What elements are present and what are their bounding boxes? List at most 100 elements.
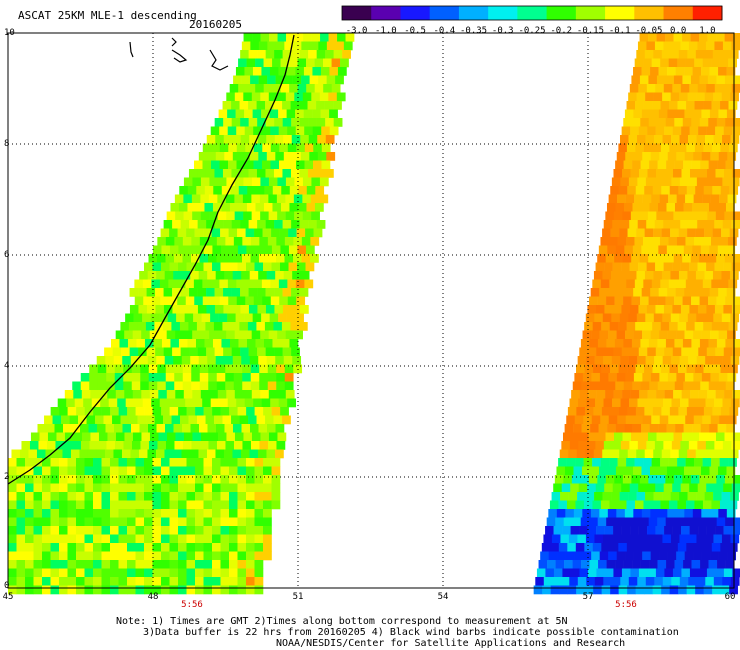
swath-cell — [283, 356, 293, 365]
swath-cell — [286, 109, 296, 119]
swath-cell — [623, 203, 633, 212]
swath-cell — [101, 517, 111, 527]
swath-cell — [638, 305, 648, 314]
swath-cell — [670, 92, 680, 102]
swath-cell — [727, 330, 736, 340]
swath-cell — [161, 492, 170, 501]
swath-cell — [698, 390, 708, 399]
swath-cell — [691, 203, 701, 212]
swath-cell — [231, 101, 240, 110]
swath-cell — [615, 466, 625, 476]
swath-cell — [296, 296, 306, 306]
swath-cell — [261, 67, 271, 76]
swath-cell — [263, 551, 272, 561]
swath-cell — [704, 492, 714, 501]
swath-cell — [216, 441, 226, 450]
swath-cell — [288, 262, 298, 272]
swath-cell — [37, 424, 47, 433]
swath-cell — [272, 339, 282, 348]
swath-cell — [674, 296, 683, 306]
swath-cell — [174, 373, 184, 382]
swath-cell — [239, 322, 249, 331]
swath-cell — [271, 407, 281, 416]
swath-cell — [591, 551, 600, 561]
swath-cell — [161, 245, 171, 255]
swath-cell — [311, 211, 320, 221]
swath-cell — [89, 373, 99, 382]
swath-cell — [646, 262, 656, 272]
swath-cell — [203, 585, 213, 595]
swath-cell — [42, 500, 51, 510]
swath-cell — [254, 245, 264, 255]
swath-cell — [212, 509, 221, 518]
swath-cell — [207, 152, 217, 161]
swath-cell — [640, 517, 649, 527]
swath-cell — [661, 50, 671, 59]
swath-cell — [222, 322, 232, 331]
swath-cell — [304, 279, 314, 289]
swath-cell — [580, 339, 590, 348]
swath-cell — [640, 381, 650, 391]
swath-cell — [208, 237, 218, 246]
swath-cell — [76, 585, 85, 595]
swath-cell — [702, 58, 712, 68]
swath-cell — [25, 458, 34, 467]
swath-cell — [714, 398, 723, 408]
swath-cell — [299, 169, 309, 178]
swath-cell — [555, 560, 565, 569]
swath-cell — [726, 509, 736, 518]
swath-cell — [702, 458, 712, 467]
swath-cell — [237, 500, 247, 510]
swath-cell — [135, 500, 145, 510]
swath-cell — [669, 186, 679, 195]
swath-cell — [215, 449, 225, 459]
swath-cell — [152, 492, 162, 501]
swath-cell — [702, 194, 711, 204]
swath-cell — [141, 390, 151, 399]
colorbar-segment — [546, 6, 577, 20]
swath-cell — [238, 186, 248, 195]
swath-cell — [562, 568, 572, 578]
swath-cell — [684, 509, 694, 518]
swath-cell — [685, 279, 695, 289]
swath-cell — [720, 585, 730, 595]
swath-cell — [101, 534, 111, 544]
swath-cell — [721, 492, 731, 501]
swath-cell — [676, 415, 686, 425]
swath-cell — [592, 458, 601, 467]
swath-cell — [140, 381, 150, 391]
swath-cell — [668, 237, 678, 246]
swath-cell — [268, 92, 278, 102]
swath-cell — [203, 262, 213, 272]
swath-cell — [656, 475, 666, 484]
swath-cell — [662, 313, 672, 323]
swath-cell — [74, 398, 84, 408]
swath-cell — [178, 466, 187, 476]
swath-cell — [268, 432, 278, 442]
swath-cell — [157, 364, 167, 374]
swath-cell — [650, 152, 660, 161]
swath-cell — [195, 483, 204, 493]
swath-cell — [261, 126, 271, 136]
swath-cell — [659, 330, 668, 340]
swath-cell — [135, 568, 145, 578]
swath-cell — [579, 347, 589, 357]
swath-cell — [319, 92, 329, 102]
swath-cell — [237, 517, 247, 527]
swath-cell — [296, 143, 306, 153]
swath-cell — [50, 458, 60, 467]
swath-cell — [312, 109, 321, 119]
swath-cell — [612, 220, 622, 229]
swath-cell — [312, 126, 322, 136]
swath-cell — [178, 407, 187, 416]
swath-cell — [620, 220, 630, 229]
swath-cell — [264, 322, 274, 331]
swath-cell — [600, 415, 610, 425]
swath-cell — [633, 152, 643, 161]
swath-cell — [310, 194, 320, 204]
swath-cell — [711, 143, 721, 153]
swath-cell — [680, 441, 690, 450]
swath-cell — [683, 245, 693, 255]
swath-cell — [243, 432, 253, 442]
swath-cell — [690, 169, 699, 178]
